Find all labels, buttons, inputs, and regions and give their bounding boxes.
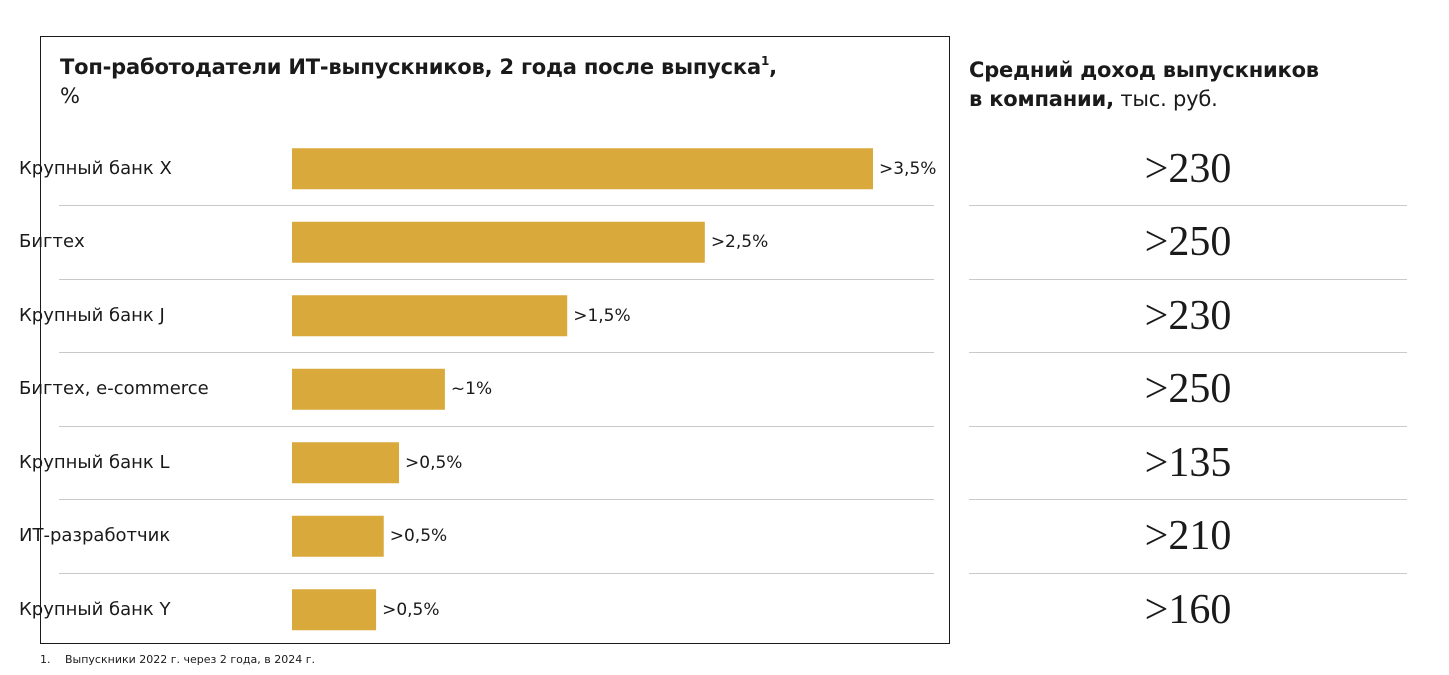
category-label: Крупный банк X xyxy=(19,157,172,179)
bar xyxy=(292,515,384,557)
bar xyxy=(292,368,445,410)
bar-value-label: >0,5% xyxy=(389,526,448,547)
category-label: Крупный банк L xyxy=(19,451,170,473)
bar xyxy=(292,295,568,337)
category-label: Бигтех, e-commerce xyxy=(19,378,209,400)
income-divider xyxy=(969,425,1407,427)
bar xyxy=(292,148,873,190)
bar-value-label: >0,5% xyxy=(382,599,440,620)
category-label: ИТ-разработчик xyxy=(19,525,171,547)
income-title: Средний доход выпускников в компании, ты… xyxy=(969,58,1319,111)
bar-value-label: >2,5% xyxy=(710,232,769,253)
row-divider xyxy=(59,278,934,280)
income-divider xyxy=(969,352,1407,353)
footnote: 1. Выпускники 2022 г. через 2 года, в 202… xyxy=(40,653,315,666)
row-divider xyxy=(59,425,934,427)
row-divider xyxy=(59,572,934,574)
row-divider xyxy=(59,205,934,206)
chart-unit: % xyxy=(60,84,80,108)
row-divider xyxy=(59,499,934,500)
bar xyxy=(292,589,377,631)
income-value: >250 xyxy=(1144,366,1232,413)
income-divider xyxy=(969,278,1407,280)
bar xyxy=(292,442,400,484)
bar-value-label: >1,5% xyxy=(573,305,631,326)
bar-value-label: >3,5% xyxy=(879,158,937,179)
income-value: >230 xyxy=(1144,292,1232,339)
bar-value-label: ~1% xyxy=(450,379,493,400)
category-label: Крупный банк J xyxy=(19,304,165,326)
income-value: >135 xyxy=(1144,439,1232,486)
category-label: Крупный банк Y xyxy=(19,598,171,620)
row-divider xyxy=(59,352,934,353)
bar-value-label: >0,5% xyxy=(405,452,463,473)
bar xyxy=(292,221,705,263)
chart-title: Топ-работодатели ИТ-выпускников, 2 года … xyxy=(60,54,777,108)
category-label: Бигтех xyxy=(19,231,85,253)
income-divider xyxy=(969,205,1407,206)
income-divider xyxy=(969,499,1407,500)
employers-chart-panel: Топ-работодатели ИТ-выпускников, 2 года … xyxy=(40,36,950,644)
income-value: >210 xyxy=(1144,513,1232,560)
income-divider xyxy=(969,572,1407,574)
income-value: >250 xyxy=(1144,219,1232,266)
income-value: >160 xyxy=(1144,586,1232,633)
income-value: >230 xyxy=(1144,145,1232,192)
